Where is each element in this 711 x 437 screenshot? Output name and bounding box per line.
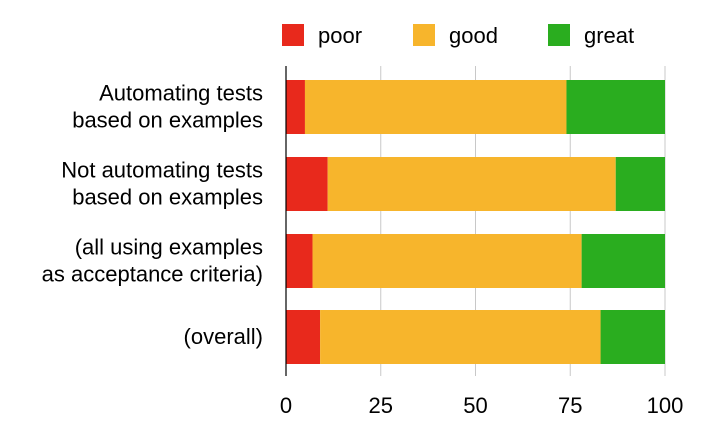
bar-good-1 <box>327 157 616 211</box>
category-label-1: Not automating tests based on examples <box>61 158 263 210</box>
category-label-line: Not automating tests <box>61 158 263 183</box>
legend-swatch-good <box>413 24 435 46</box>
legend: poor good great <box>282 23 634 48</box>
category-label-line: (overall) <box>184 324 263 349</box>
bar-great-0 <box>566 80 665 134</box>
category-label-3: (overall) <box>184 324 263 349</box>
category-label-line: based on examples <box>72 185 263 210</box>
bar-good-2 <box>312 234 582 288</box>
x-tick-label-75: 75 <box>558 393 582 418</box>
legend-item-good: good <box>413 23 498 48</box>
bar-good-3 <box>320 310 601 364</box>
bar-great-2 <box>581 234 665 288</box>
bar-layer <box>286 80 665 364</box>
category-label-line: Automating tests <box>99 81 263 106</box>
bar-poor-3 <box>286 310 321 364</box>
x-tick-label-25: 25 <box>369 393 393 418</box>
legend-label-good: good <box>449 23 498 48</box>
legend-label-poor: poor <box>318 23 362 48</box>
category-label-2: (all using examples as acceptance criteri… <box>42 235 263 287</box>
legend-label-great: great <box>584 23 634 48</box>
bar-great-1 <box>615 157 665 211</box>
category-label-0: Automating tests based on examples <box>72 81 263 133</box>
category-label-line: (all using examples <box>75 235 263 260</box>
bar-poor-0 <box>286 80 305 134</box>
bar-poor-2 <box>286 234 313 288</box>
legend-item-poor: poor <box>282 23 362 48</box>
legend-swatch-great <box>548 24 570 46</box>
x-tick-label-100: 100 <box>647 393 684 418</box>
x-tick-label-50: 50 <box>463 393 487 418</box>
bar-good-0 <box>304 80 567 134</box>
category-label-line: based on examples <box>72 108 263 133</box>
bar-great-3 <box>600 310 665 364</box>
legend-swatch-poor <box>282 24 304 46</box>
category-label-line: as acceptance criteria) <box>42 262 263 287</box>
legend-item-great: great <box>548 23 634 48</box>
x-tick-label-0: 0 <box>280 393 292 418</box>
bar-poor-1 <box>286 157 328 211</box>
axis-layer: 0 25 50 75 100 <box>280 66 683 418</box>
